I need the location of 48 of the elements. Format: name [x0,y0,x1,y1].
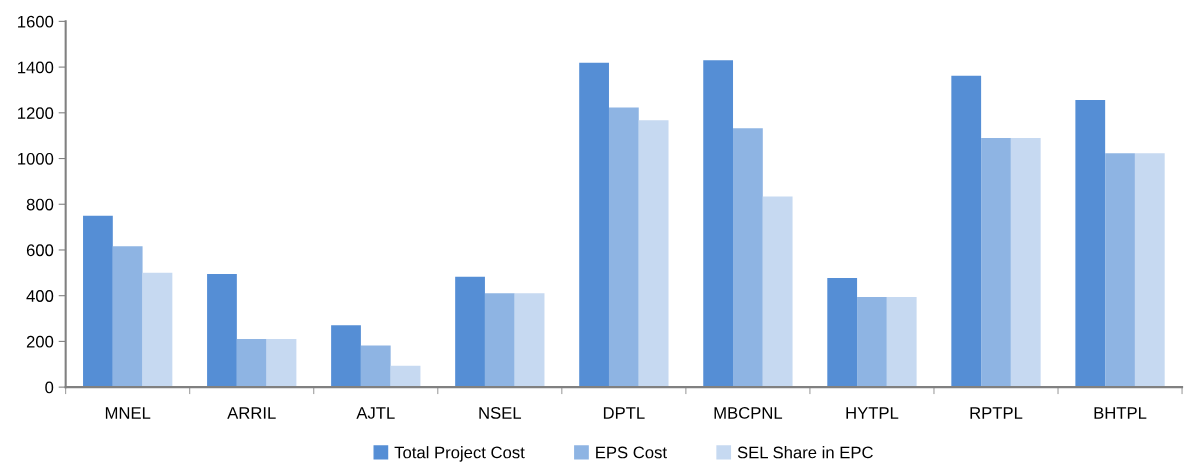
bar [733,128,763,388]
bar [484,293,515,388]
legend-label: EPS Cost [596,446,667,459]
x-tick-label: BHTPL [1094,407,1147,419]
bar [703,60,734,388]
y-tick-label: 1400 [18,61,54,74]
bar [886,297,917,388]
legend-label: Total Project Cost [394,446,525,462]
bar [83,215,113,388]
bar [827,278,858,388]
bar [1134,153,1165,388]
bar [638,120,669,388]
bar [331,325,361,388]
x-tick-label: NSEL [479,407,522,419]
bar [857,297,887,388]
x-tick-label: RPTPL [970,407,1023,419]
bar [762,196,793,388]
bar [1010,137,1041,388]
bar [112,246,143,388]
bar [207,273,237,388]
bar [266,339,297,388]
bar [951,75,982,388]
x-tick-label: MBCPNL [714,407,783,419]
bar [390,365,421,388]
y-tick-label: 800 [26,198,54,211]
bar [142,272,173,388]
x-tick-label: ARRIL [227,407,276,419]
x-tick-label: MNEL [105,407,151,419]
bar [360,345,391,388]
y-tick-label: 600 [26,244,54,257]
bar [981,137,1011,388]
x-tick-label: DPTL [603,407,645,419]
bar [1075,100,1106,388]
y-tick-label: 1200 [18,107,54,120]
bar [514,293,545,388]
y-tick-label: 200 [26,335,54,348]
x-tick-label: AJTL [356,407,395,419]
bar [1105,153,1135,388]
y-tick-label: 0 [45,381,54,394]
y-tick-label: 1600 [18,15,54,28]
bar [579,62,609,388]
bar [236,339,267,388]
x-tick-label: HYTPL [846,407,899,419]
y-tick-label: 1000 [18,152,54,165]
bar [455,276,485,388]
bar [608,107,639,388]
legend-label: SEL Share in EPC [737,446,873,459]
y-tick-label: 400 [26,290,54,302]
